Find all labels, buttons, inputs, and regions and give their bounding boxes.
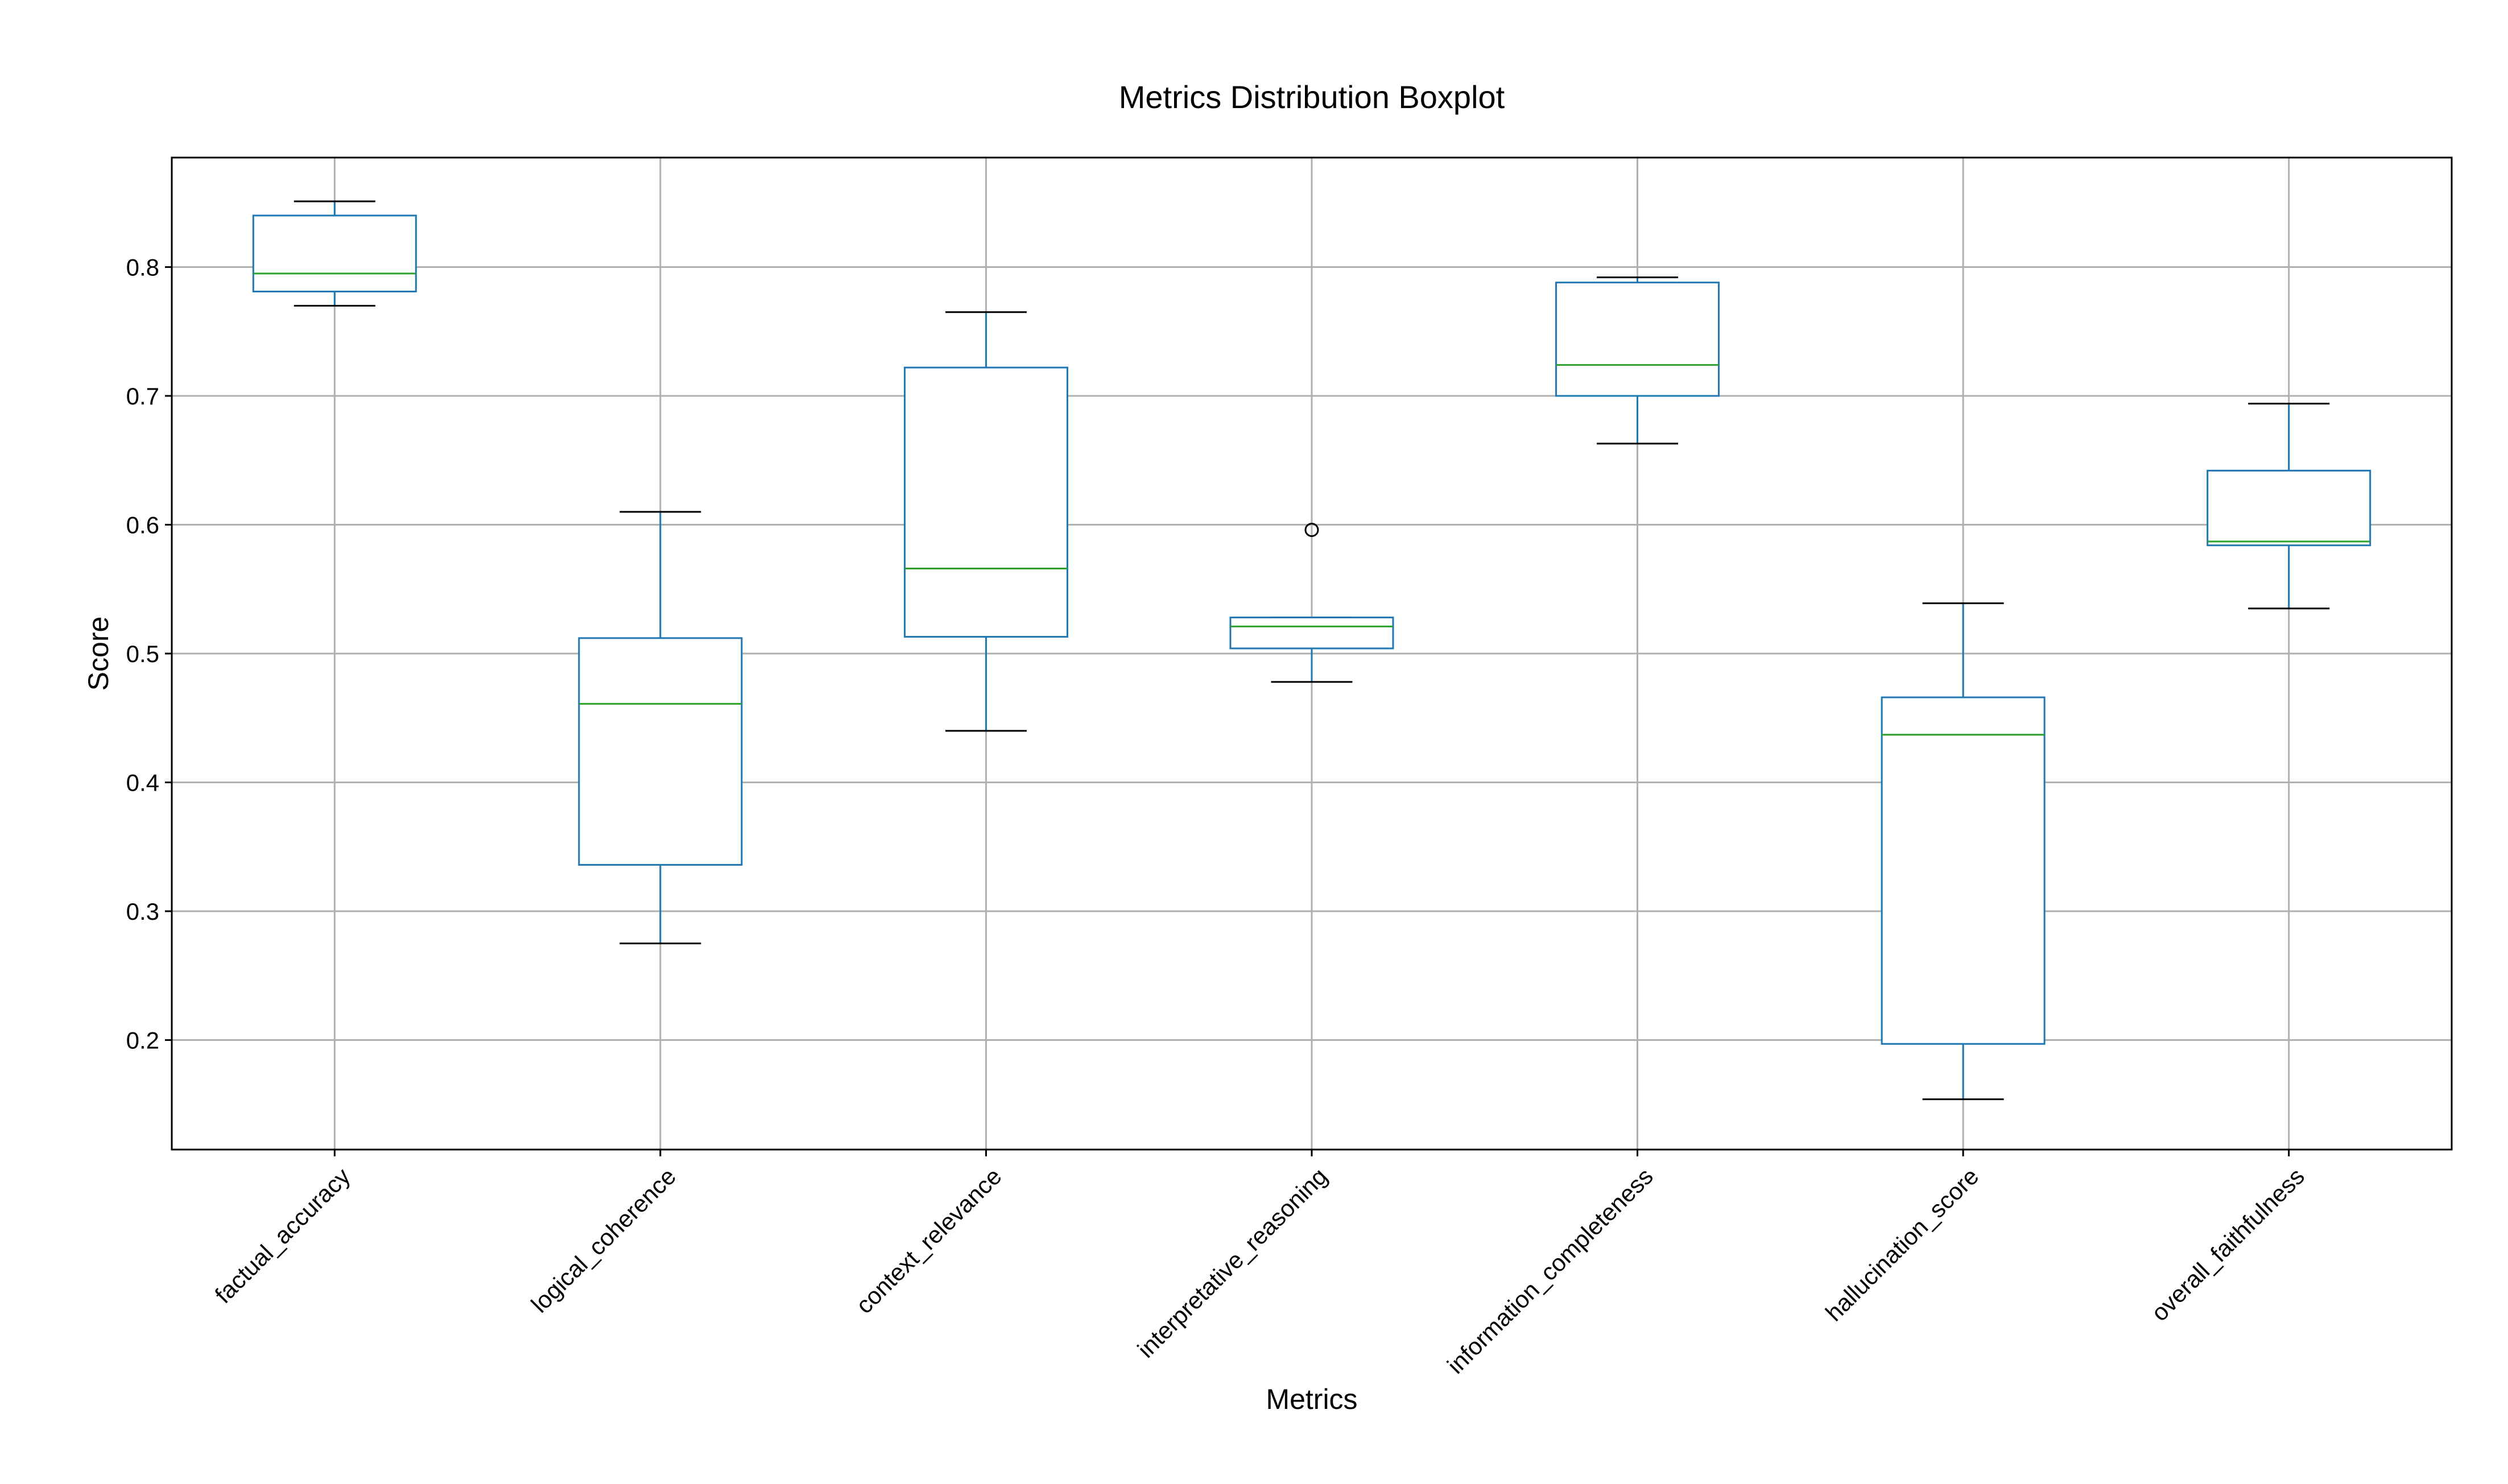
y-tick-label: 0.4 xyxy=(126,769,159,796)
y-axis-label: Score xyxy=(82,617,114,691)
iqr-box xyxy=(1881,696,2046,1045)
x-axis-label: Metrics xyxy=(1266,1383,1357,1415)
box-context-relevance xyxy=(903,311,1068,732)
iqr-box xyxy=(2207,469,2371,547)
box-factual-accuracy xyxy=(252,200,417,307)
box-interpretative-reasoning xyxy=(1229,523,1394,683)
y-tick-label: 0.5 xyxy=(126,640,159,667)
iqr-box xyxy=(252,214,417,293)
y-tick-label: 0.8 xyxy=(126,254,159,281)
box-logical-coherence xyxy=(578,511,743,945)
y-tick-label: 0.7 xyxy=(126,383,159,410)
y-tick-label: 0.2 xyxy=(126,1027,159,1053)
box-information-completeness xyxy=(1555,276,1720,445)
box-layer xyxy=(252,200,2371,1101)
iqr-box xyxy=(578,637,743,866)
iqr-box xyxy=(1555,282,1720,397)
y-tick-label: 0.6 xyxy=(126,512,159,539)
chart-title: Metrics Distribution Boxplot xyxy=(1119,79,1505,115)
outlier-point xyxy=(1304,523,1319,538)
box-overall-faithfulness xyxy=(2207,403,2371,610)
box-hallucination-score xyxy=(1881,602,2046,1101)
iqr-box xyxy=(1229,617,1394,650)
y-tick-label: 0.3 xyxy=(126,898,159,925)
iqr-box xyxy=(903,366,1068,638)
